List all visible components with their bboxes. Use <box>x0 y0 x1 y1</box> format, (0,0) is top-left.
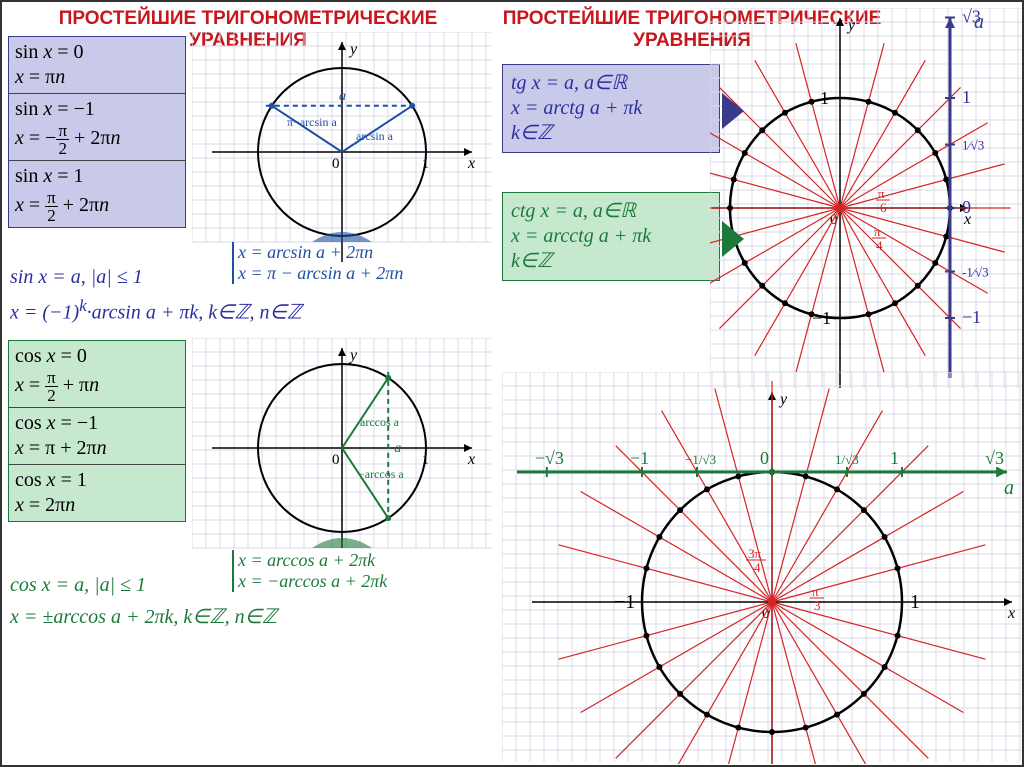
svg-text:y: y <box>778 391 788 408</box>
ctg-panel: ctg x = a, a∈ℝx = arcctg a + πkk∈ℤ <box>502 192 720 281</box>
tan-unit-circle: xy0a√311⁄√30-1⁄√3−1−√31−1π6π4 <box>710 8 1022 388</box>
cos-general-b: x = ±arccos a + 2πk, k∈ℤ, n∈ℤ <box>10 604 277 629</box>
svg-text:y: y <box>348 41 358 58</box>
cot-unit-circle: xy0a−√3−1−1/√301/√31√3−113π4π3 <box>502 372 1022 764</box>
svg-text:x: x <box>467 451 475 468</box>
svg-text:arcsin a: arcsin a <box>356 129 394 143</box>
cos-general-a: cos x = a, |a| ≤ 1 <box>10 574 146 597</box>
svg-text:arccos a: arccos a <box>360 415 400 429</box>
svg-text:y: y <box>846 17 856 34</box>
svg-text:3π: 3π <box>748 546 762 561</box>
svg-text:−1: −1 <box>630 448 649 468</box>
svg-text:−1: −1 <box>962 307 981 327</box>
svg-text:x: x <box>1007 605 1015 622</box>
svg-text:x: x <box>467 155 475 172</box>
svg-text:a: a <box>394 441 401 456</box>
svg-text:1: 1 <box>422 453 429 468</box>
svg-text:1: 1 <box>962 87 971 107</box>
svg-text:y: y <box>348 347 358 364</box>
sin-panel: sin x = 0x = πnsin x = −1x = −π2 + 2πnsi… <box>8 36 186 228</box>
svg-text:−1: −1 <box>614 591 635 613</box>
sin-unit-circle: x y 0 a arcsin a π−arcsin a 1 <box>192 32 492 272</box>
sin-general-a: sin x = a, |a| ≤ 1 <box>10 266 143 289</box>
svg-text:1: 1 <box>422 157 429 172</box>
svg-text:π: π <box>812 584 819 599</box>
svg-text:√3: √3 <box>962 8 981 26</box>
tg-panel: tg x = a, a∈ℝx = arctg a + πkk∈ℤ <box>502 64 720 153</box>
svg-text:1: 1 <box>820 88 829 108</box>
svg-text:a: a <box>339 89 346 104</box>
svg-text:4: 4 <box>754 560 761 575</box>
svg-text:0: 0 <box>332 156 340 172</box>
sin-general-b: x = (−1)k·arcsin a + πk, k∈ℤ, n∈ℤ <box>10 296 302 325</box>
cos-system: x = arccos a + 2πkx = −arccos a + 2πk <box>232 550 387 592</box>
svg-text:−1: −1 <box>812 308 831 328</box>
svg-text:a: a <box>1004 477 1014 499</box>
svg-text:4: 4 <box>876 238 883 253</box>
cos-unit-circle: x y 0 a arccos a −arccos a 1 <box>192 338 492 578</box>
svg-text:−√3: −√3 <box>535 448 564 468</box>
svg-text:−arccos a: −arccos a <box>358 467 404 481</box>
cos-panel: cos x = 0x = π2 + πncos x = −1x = π + 2π… <box>8 340 186 522</box>
svg-text:0: 0 <box>332 452 340 468</box>
svg-text:1/√3: 1/√3 <box>835 452 859 467</box>
svg-text:6: 6 <box>880 200 887 215</box>
svg-text:0: 0 <box>962 197 971 217</box>
svg-text:0: 0 <box>760 448 769 468</box>
svg-text:1: 1 <box>910 591 920 613</box>
svg-text:1⁄√3: 1⁄√3 <box>962 138 984 153</box>
sin-system: x = arcsin a + 2πnx = π − arcsin a + 2πn <box>232 242 403 284</box>
svg-text:√3: √3 <box>985 448 1004 468</box>
svg-text:-1⁄√3: -1⁄√3 <box>962 264 989 279</box>
svg-text:3: 3 <box>814 598 821 613</box>
svg-text:π: π <box>874 224 881 239</box>
svg-text:π: π <box>878 186 885 201</box>
svg-text:1: 1 <box>890 448 899 468</box>
svg-text:−1/√3: −1/√3 <box>685 452 716 467</box>
svg-text:π−arcsin a: π−arcsin a <box>287 115 337 129</box>
